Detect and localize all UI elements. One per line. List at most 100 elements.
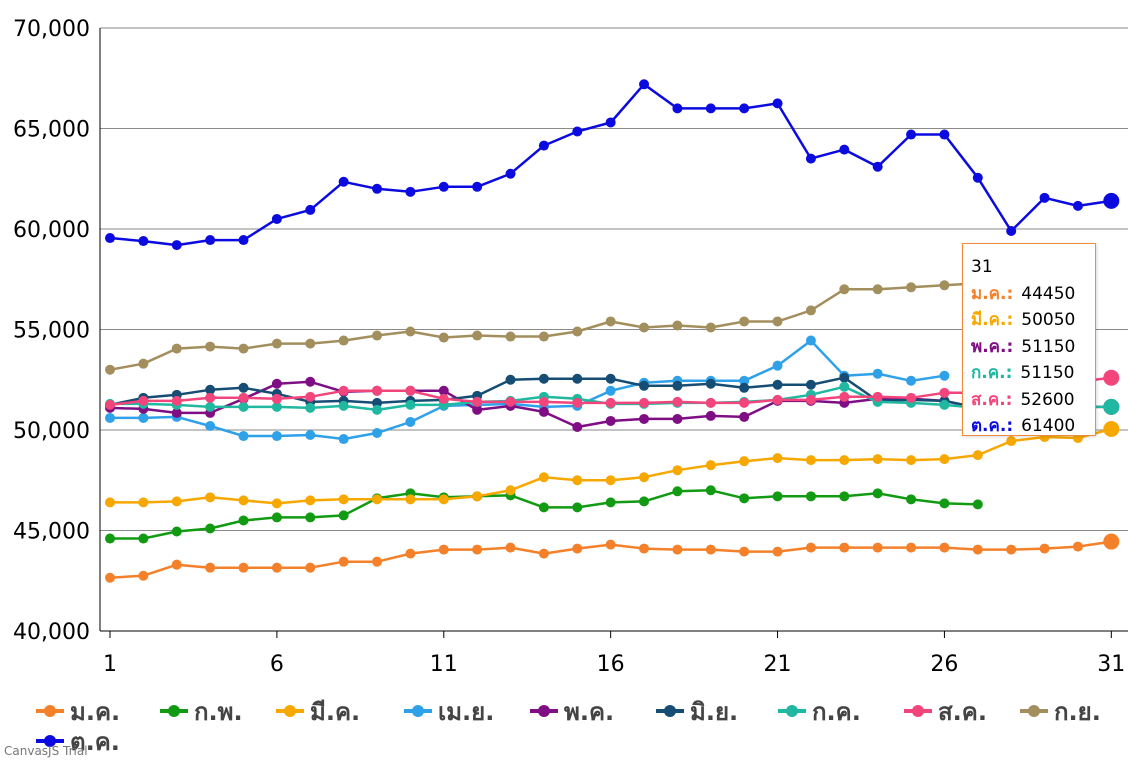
data-point — [438, 332, 449, 343]
data-point — [772, 360, 783, 371]
data-point — [105, 412, 116, 423]
data-point — [605, 117, 616, 128]
legend-marker — [912, 705, 924, 717]
legend[interactable]: ม.ค. ก.พ. มี.ค. เม.ย. พ.ค. มิ.ย. ก.ค. ส.ค. ก.ย. ต… — [36, 698, 1101, 756]
data-point — [405, 399, 416, 410]
y-tick-label: 55,000 — [13, 319, 90, 344]
data-point — [271, 401, 282, 412]
data-point — [672, 544, 683, 555]
data-point — [572, 543, 583, 554]
data-point — [772, 98, 783, 109]
data-point — [805, 542, 816, 553]
tooltip-series-name: ต.ค.: — [971, 416, 1014, 436]
data-point — [505, 396, 516, 407]
data-point — [639, 380, 650, 391]
data-point — [238, 382, 249, 393]
data-point — [672, 486, 683, 497]
series-2 — [105, 485, 983, 544]
data-point — [338, 556, 349, 567]
data-point — [1103, 533, 1120, 550]
data-point — [605, 475, 616, 486]
data-point — [472, 404, 483, 415]
legend-label: ก.ย. — [1054, 698, 1101, 726]
legend-label: มิ.ย. — [690, 698, 738, 726]
data-point — [205, 384, 216, 395]
tooltip-series-value: 51150 — [1020, 363, 1075, 383]
data-point — [939, 399, 950, 410]
legend-item[interactable]: มิ.ย. — [656, 698, 738, 726]
data-point — [739, 375, 750, 386]
data-point — [839, 391, 850, 402]
legend-marker — [284, 705, 296, 717]
data-point — [605, 397, 616, 408]
data-point — [939, 454, 950, 465]
data-point — [1103, 398, 1120, 415]
data-point — [805, 335, 816, 346]
data-point — [105, 572, 116, 583]
data-point — [338, 335, 349, 346]
legend-label: เม.ย. — [438, 698, 494, 726]
data-point — [438, 385, 449, 396]
legend-item[interactable]: ก.ย. — [1020, 698, 1101, 726]
data-point — [438, 494, 449, 505]
data-point — [839, 542, 850, 553]
data-point — [939, 129, 950, 140]
data-point — [538, 396, 549, 407]
legend-item[interactable]: ส.ค. — [904, 698, 987, 726]
data-point — [672, 465, 683, 476]
data-point — [405, 494, 416, 505]
data-point — [772, 379, 783, 390]
y-tick-label: 40,000 — [13, 620, 90, 645]
legend-item[interactable]: เม.ย. — [404, 698, 494, 726]
data-point — [105, 497, 116, 508]
x-tick-label: 6 — [270, 652, 284, 677]
data-point — [639, 413, 650, 424]
data-point — [538, 406, 549, 417]
data-point — [205, 235, 216, 246]
legend-item[interactable]: ม.ค. — [36, 698, 120, 726]
data-point — [538, 548, 549, 559]
tooltip-row: ม.ค.: 44450 — [971, 281, 1087, 308]
data-point — [705, 103, 716, 114]
data-point — [805, 379, 816, 390]
legend-item[interactable]: มี.ค. — [276, 698, 360, 726]
axes — [99, 28, 1128, 632]
legend-label: ต.ค. — [70, 728, 120, 756]
legend-marker — [664, 705, 676, 717]
data-point — [739, 103, 750, 114]
data-point — [939, 542, 950, 553]
data-point — [872, 542, 883, 553]
x-tick-label: 21 — [764, 652, 792, 677]
legend-label: มี.ค. — [310, 698, 360, 726]
data-point — [572, 326, 583, 337]
legend-marker — [44, 735, 56, 747]
data-point — [305, 391, 316, 402]
data-point — [238, 562, 249, 573]
data-point — [839, 455, 850, 466]
data-point — [271, 431, 282, 442]
series-line — [110, 427, 1112, 505]
data-point — [772, 453, 783, 464]
data-point — [639, 496, 650, 507]
legend-marker — [538, 705, 550, 717]
data-point — [238, 235, 249, 246]
data-point — [238, 515, 249, 526]
data-point — [972, 450, 983, 461]
data-point — [839, 144, 850, 155]
legend-label: ก.ค. — [812, 698, 861, 726]
data-point — [1103, 420, 1120, 437]
legend-marker — [168, 705, 180, 717]
data-point — [171, 343, 182, 354]
data-point — [171, 240, 182, 251]
data-point — [205, 341, 216, 352]
legend-item[interactable]: พ.ค. — [530, 698, 614, 726]
data-point — [305, 495, 316, 506]
data-point — [405, 416, 416, 427]
legend-item[interactable]: ต.ค. — [36, 728, 120, 756]
data-point — [271, 498, 282, 509]
data-point — [338, 400, 349, 411]
x-tick-label: 1 — [103, 652, 117, 677]
legend-item[interactable]: ก.ค. — [778, 698, 861, 726]
data-point — [906, 542, 917, 553]
legend-item[interactable]: ก.พ. — [160, 698, 243, 726]
